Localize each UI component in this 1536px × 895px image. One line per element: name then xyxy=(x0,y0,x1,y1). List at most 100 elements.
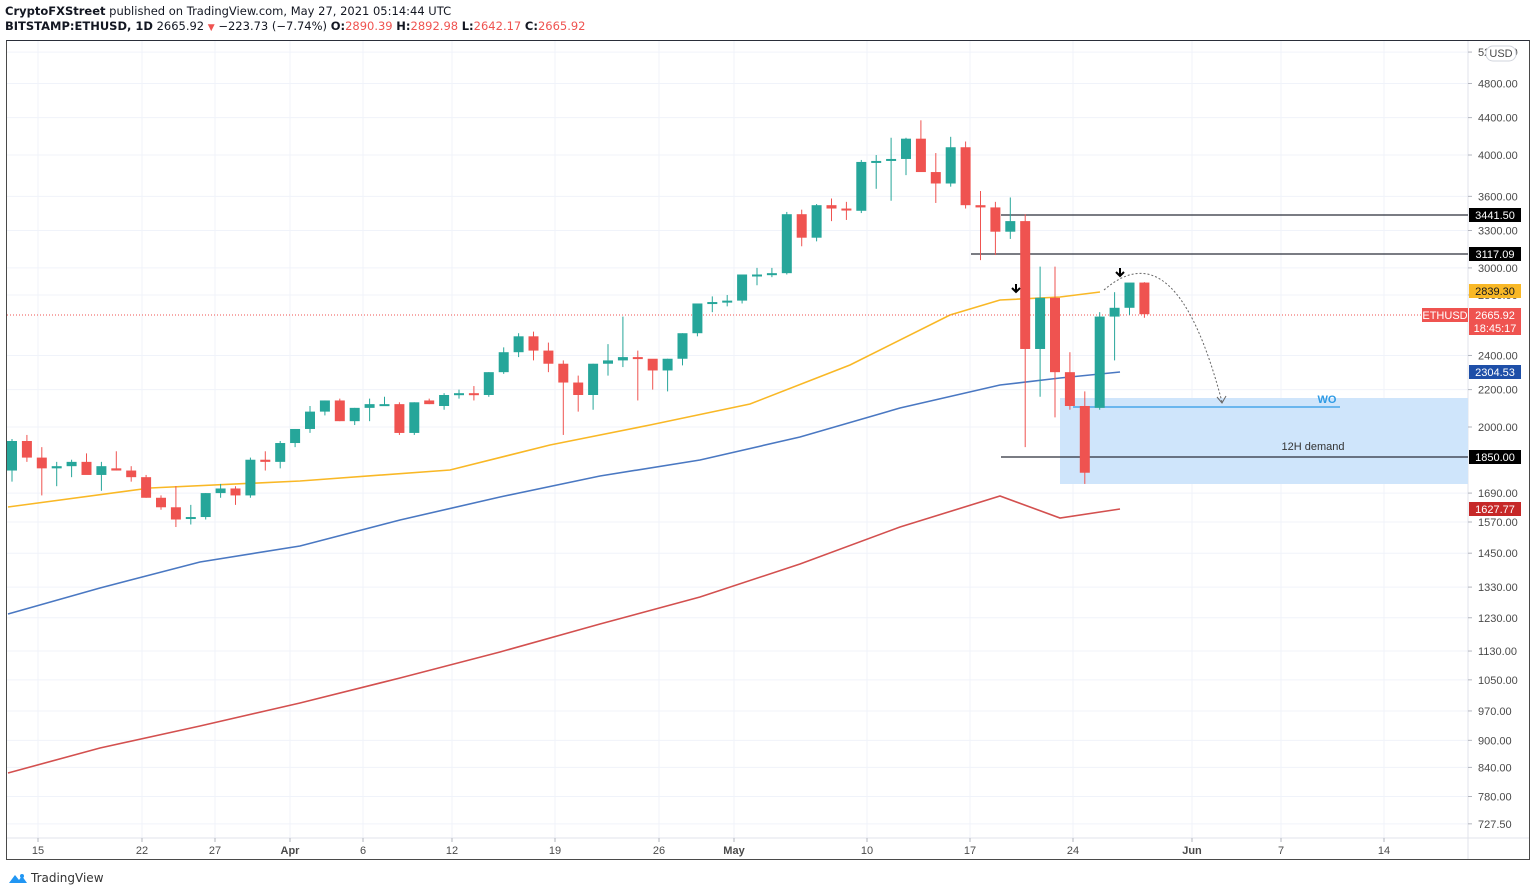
candle xyxy=(945,136,956,187)
candle-body xyxy=(603,360,613,364)
y-tick-label: 780.00 xyxy=(1478,791,1512,803)
candle xyxy=(51,461,62,487)
down-triangle-icon: ▼ xyxy=(207,23,215,33)
tradingview-logo[interactable]: TradingView xyxy=(8,871,104,885)
x-tick-label: 14 xyxy=(1378,845,1390,857)
candle-body xyxy=(811,205,822,238)
candle xyxy=(81,453,92,475)
symbol-name: BITSTAMP:ETHUSD, 1D xyxy=(5,19,153,33)
candle xyxy=(1064,352,1075,410)
candle xyxy=(36,447,47,496)
candle-body xyxy=(722,300,733,303)
projection-curve xyxy=(1103,272,1223,403)
candle xyxy=(185,504,196,525)
candle-body xyxy=(1109,307,1120,317)
demand-zone-rect xyxy=(1060,398,1468,484)
candle xyxy=(215,483,226,498)
candle xyxy=(498,347,509,374)
currency-badge[interactable] xyxy=(1485,45,1517,62)
candle xyxy=(290,428,301,448)
symbol-tag-text: ETHUSD xyxy=(1422,310,1467,322)
y-tick-label: 970.00 xyxy=(1478,706,1512,718)
level-price-tag-text: 1850.00 xyxy=(1475,452,1515,464)
x-tick-label: May xyxy=(723,845,745,857)
candle-body xyxy=(275,443,286,462)
candle-body xyxy=(588,363,599,395)
candle-body xyxy=(528,336,539,351)
x-tick-label: 7 xyxy=(1278,845,1284,857)
candle xyxy=(737,274,748,304)
demand-zone: 12H demand WO xyxy=(1060,394,1468,484)
price-change: −223.73 (−7.74%) xyxy=(218,19,328,33)
horizontal-levels[interactable] xyxy=(7,214,1468,458)
candle xyxy=(483,372,494,397)
candle xyxy=(1020,214,1031,448)
candle xyxy=(841,201,852,220)
candle xyxy=(722,294,733,307)
candle xyxy=(319,400,330,416)
candle-body xyxy=(647,358,658,371)
candle xyxy=(1050,266,1060,418)
candle xyxy=(766,267,777,278)
candle xyxy=(662,358,673,392)
candle-body xyxy=(66,461,77,467)
tradingview-cloud-icon xyxy=(9,874,27,883)
candle-body xyxy=(781,214,792,274)
candle xyxy=(930,153,941,203)
candle xyxy=(275,440,286,469)
y-tick-label: 1330.00 xyxy=(1478,582,1518,594)
candle-body xyxy=(21,440,32,458)
wo-label: WO xyxy=(1318,394,1337,406)
candle-body xyxy=(826,205,837,209)
demand-zone-label: 12H demand xyxy=(1282,441,1345,453)
candle-body xyxy=(886,158,897,161)
x-tick-label: 6 xyxy=(360,845,366,857)
x-tick-label: 15 xyxy=(32,845,44,857)
time-axis[interactable]: 15 22 27 Apr 6 12 19 26 May 10 17 24 Jun 7 14 xyxy=(32,838,1390,857)
candle-body xyxy=(498,352,509,373)
candle xyxy=(111,451,122,471)
candle-body xyxy=(96,466,107,475)
x-tick-label: 17 xyxy=(964,845,976,857)
candle xyxy=(990,201,1001,256)
candle xyxy=(796,209,807,247)
candle-body xyxy=(975,205,986,208)
publisher-name[interactable]: CryptoFXStreet xyxy=(5,4,106,18)
candle xyxy=(379,396,390,407)
candle xyxy=(513,333,524,358)
candle-body xyxy=(1094,316,1105,408)
candle-body xyxy=(1050,297,1060,373)
candle-body xyxy=(1139,282,1150,315)
price-tags: 3441.50 3117.09 1850.00 2839.30 ETHUSD 2665.9… xyxy=(1422,208,1521,516)
y-tick-label: 2000.00 xyxy=(1478,422,1518,434)
last-price: 2665.92 xyxy=(156,19,205,33)
candle-body xyxy=(856,161,867,211)
arrow-down-icon xyxy=(1115,268,1125,278)
candle xyxy=(230,486,241,505)
candle-body xyxy=(51,466,62,469)
candle-body xyxy=(632,357,643,360)
symbol-info-bar: BITSTAMP:ETHUSD, 1D 2665.92 ▼ −223.73 (−… xyxy=(5,19,586,33)
candle-body xyxy=(185,517,196,520)
candle xyxy=(617,316,628,368)
level-price-tag xyxy=(1469,247,1521,261)
candle-body xyxy=(1005,221,1016,232)
y-tick-label: 4000.00 xyxy=(1478,150,1518,162)
candle-body xyxy=(707,302,718,305)
candle-body xyxy=(766,273,777,276)
publish-info: CryptoFXStreet published on TradingView.… xyxy=(5,4,451,18)
candle-body xyxy=(930,172,941,184)
candle xyxy=(528,331,539,361)
candle xyxy=(826,198,837,222)
candle xyxy=(871,155,882,189)
y-tick-label: 3600.00 xyxy=(1478,191,1518,203)
level-price-tag xyxy=(1469,450,1521,464)
candle-body xyxy=(677,333,688,359)
candle xyxy=(364,398,375,422)
candle xyxy=(1139,282,1150,318)
candle-body xyxy=(558,363,569,383)
price-axis[interactable]: 5200.004800.004400.004000.003600.003300.… xyxy=(1468,45,1518,831)
x-tick-label: 27 xyxy=(209,845,221,857)
candle-body xyxy=(36,457,47,469)
